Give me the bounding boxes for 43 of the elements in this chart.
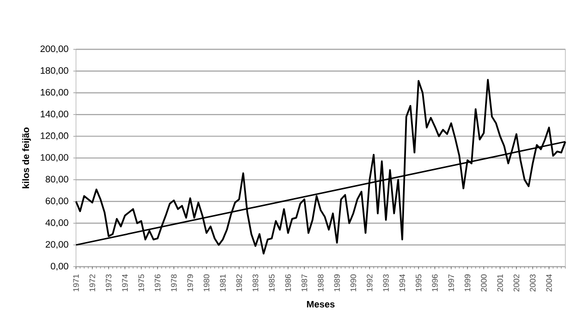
x-tick-label: 1973 — [106, 274, 112, 292]
y-tick-label: 20,00 — [46, 241, 68, 249]
y-tick-label: 80,00 — [46, 176, 68, 184]
x-tick-label: 1981 — [220, 274, 226, 292]
y-tick-label: 160,00 — [40, 88, 68, 97]
y-tick-label: 140,00 — [40, 110, 68, 118]
x-tick-label: 1979 — [187, 274, 194, 292]
y-tick-label: 100,00 — [40, 154, 68, 162]
y-tick-label: 60,00 — [46, 198, 68, 206]
x-tick-label: 1990 — [350, 274, 356, 292]
x-tick-label: 1988 — [318, 274, 324, 292]
x-tick-label: 2001 — [497, 274, 503, 292]
x-tick-label: 1987 — [302, 274, 308, 292]
y-tick-label: 40,00 — [45, 219, 68, 228]
x-tick-label: 1996 — [432, 274, 438, 292]
x-tick-label: 1971 — [73, 274, 79, 292]
x-tick-label: 1980 — [204, 274, 210, 292]
x-tick-label: 1993 — [383, 274, 389, 292]
x-tick-label: 1997 — [448, 274, 454, 292]
x-tick-label: 1972 — [89, 274, 96, 292]
x-tick-label: 1974 — [122, 274, 128, 292]
x-tick-label: 1978 — [171, 274, 177, 292]
x-tick-label: 1992 — [366, 274, 372, 292]
x-tick-label: 2000 — [480, 274, 487, 292]
x-tick-label: 1994 — [399, 274, 406, 292]
x-tick-label: 1986 — [285, 274, 291, 292]
x-tick-label: 1983 — [252, 274, 258, 292]
x-tick-label: 2002 — [514, 274, 520, 292]
x-tick-label: 1975 — [138, 274, 144, 292]
y-tick-label: 0,00 — [50, 262, 68, 271]
y-tick-label: 200,00 — [40, 45, 68, 54]
x-axis-title: Meses — [307, 300, 335, 308]
x-tick-label: 1995 — [416, 274, 422, 292]
x-tick-label: 2004 — [546, 274, 552, 292]
y-axis-title: kilos de feijão — [22, 128, 31, 188]
x-tick-label: 1989 — [334, 274, 340, 292]
x-tick-label: 2003 — [530, 274, 536, 292]
x-tick-label: 1985 — [268, 274, 275, 292]
y-tick-label: 180,00 — [40, 67, 68, 75]
x-tick-label: 1976 — [154, 274, 160, 292]
x-tick-label: 1982 — [236, 274, 242, 292]
y-tick-label: 120,00 — [40, 132, 68, 140]
x-tick-label: 1999 — [464, 274, 470, 292]
